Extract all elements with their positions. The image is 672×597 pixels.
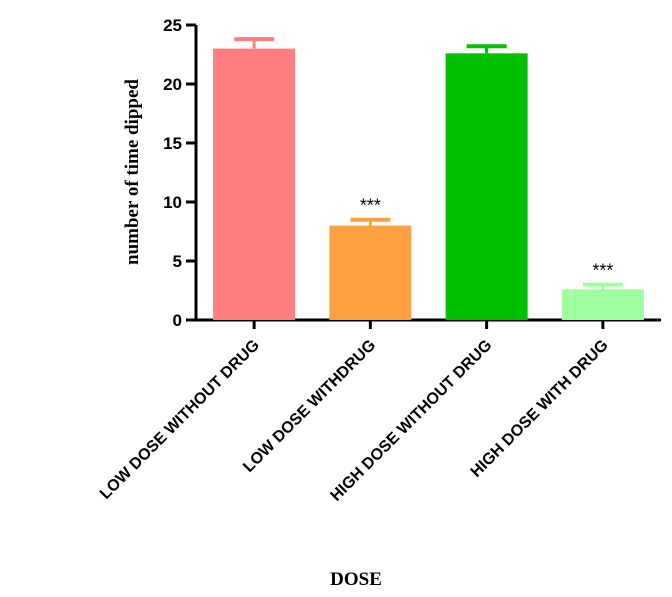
bar (213, 48, 296, 320)
bar-group: *** (561, 261, 644, 320)
y-tick-label: 10 (163, 193, 182, 212)
bar-group (445, 44, 528, 320)
y-tick-label: 20 (163, 75, 182, 94)
bar-group (213, 37, 296, 320)
y-axis-title: number of time dipped (122, 79, 143, 265)
bar (561, 289, 644, 320)
bar (445, 53, 528, 320)
significance-label: *** (360, 196, 381, 216)
x-category-label: LOW DOSE WITHOUT DRUG (97, 337, 263, 503)
y-axis: 0 5 10 15 20 25 (163, 16, 198, 330)
bar (329, 225, 412, 320)
bars: *** *** (213, 37, 644, 320)
y-tick-label: 5 (173, 252, 182, 271)
y-tick-label: 25 (163, 16, 182, 35)
significance-label: *** (592, 261, 613, 281)
y-tick-label: 15 (163, 134, 182, 153)
x-category-label: LOW DOSE WITHDRUG (240, 337, 379, 476)
x-axis-title: DOSE (330, 569, 382, 590)
x-category-label: HIGH DOSE WITH DRUG (468, 337, 612, 481)
y-tick-label: 0 (173, 311, 182, 330)
bar-group: *** (329, 196, 412, 320)
